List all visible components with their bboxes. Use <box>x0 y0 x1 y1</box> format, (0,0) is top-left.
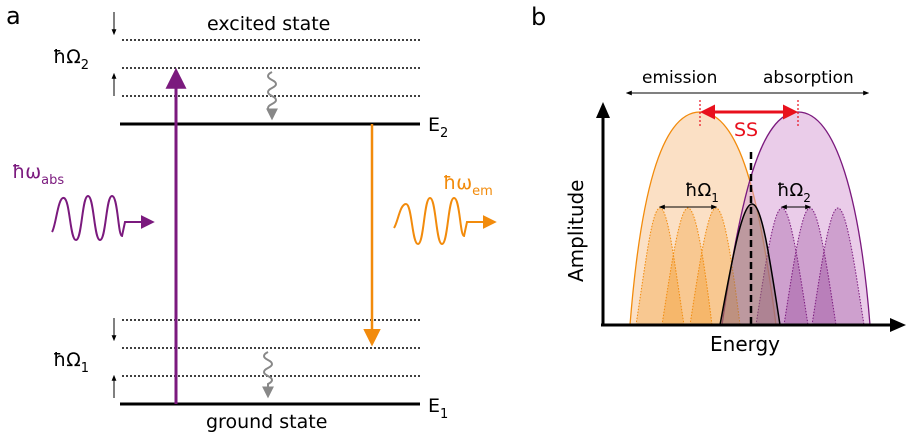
emitted-photon-wave <box>393 196 480 246</box>
panel-a-label: a <box>6 2 21 30</box>
y-axis-arrowhead <box>596 102 610 118</box>
absorbed-photon-wave <box>51 194 140 242</box>
emission-label: emission <box>642 68 717 88</box>
hw-em-label: ħωem <box>443 172 493 199</box>
ground-relaxation-squiggle <box>262 351 274 399</box>
absorption-subband-3 <box>811 207 865 326</box>
b-hOmega2-label: ħΩ2 <box>777 180 811 205</box>
stokes-shift-label: SS <box>734 119 758 141</box>
E1-label: E1 <box>428 395 448 422</box>
hw-abs-label: ħωabs <box>12 161 64 188</box>
E2-label: E2 <box>428 114 448 141</box>
excited-relaxation-squiggle <box>266 71 278 121</box>
x-axis-label: Energy <box>710 332 780 356</box>
b-hOmega1-label: ħΩ1 <box>685 180 719 205</box>
ground-state-label: ground state <box>206 411 327 433</box>
absorption-label: absorption <box>763 68 854 88</box>
x-axis-arrowhead <box>890 318 906 332</box>
y-axis-label: Amplitude <box>564 180 588 283</box>
panel-b-label: b <box>531 3 546 31</box>
hOmega2-label: ħΩ2 <box>53 46 89 73</box>
emission-subband-2 <box>661 207 713 326</box>
excited-state-label: excited state <box>207 13 330 35</box>
hOmega1-label: ħΩ1 <box>53 349 89 376</box>
